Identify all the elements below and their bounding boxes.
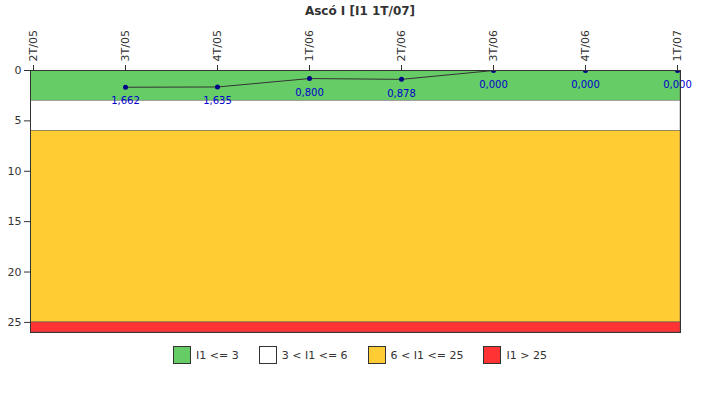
html-text:I1 > 25: I1 > 25 [506,348,547,362]
svg-text:25: 25 [8,316,22,329]
html-text:Ascó I [I1 1T/07]: Ascó I [I1 1T/07] [304,4,416,18]
svg-text:3T/05: 3T/05 [119,30,132,61]
svg-text:1,662: 1,662 [111,95,140,106]
svg-text:0,878: 0,878 [387,88,416,99]
svg-text:0: 0 [15,64,22,77]
svg-text:4T/06: 4T/06 [579,30,592,61]
svg-text:15: 15 [8,215,22,228]
svg-text:10: 10 [8,165,22,178]
html-text:I1 <= 3: I1 <= 3 [196,348,239,362]
svg-text:4T/05: 4T/05 [211,30,224,61]
svg-text:2T/06: 2T/06 [395,30,408,61]
svg-text:20: 20 [8,266,22,279]
svg-text:3T/06: 3T/06 [487,30,500,61]
svg-text:0,000: 0,000 [571,79,600,90]
svg-text:1,635: 1,635 [203,95,232,106]
svg-text:0,000: 0,000 [663,79,692,90]
html-text:3 < I1 <= 6: 3 < I1 <= 6 [281,348,348,362]
svg-text:2T/05: 2T/05 [27,30,40,61]
svg-text:1T/06: 1T/06 [303,30,316,61]
svg-text:0,800: 0,800 [295,87,324,98]
svg-text:5: 5 [15,114,22,127]
svg-text:1T/07: 1T/07 [671,30,684,61]
svg-text:0,000: 0,000 [479,79,508,90]
html-text:6 < I1 <= 25: 6 < I1 <= 25 [390,348,464,362]
